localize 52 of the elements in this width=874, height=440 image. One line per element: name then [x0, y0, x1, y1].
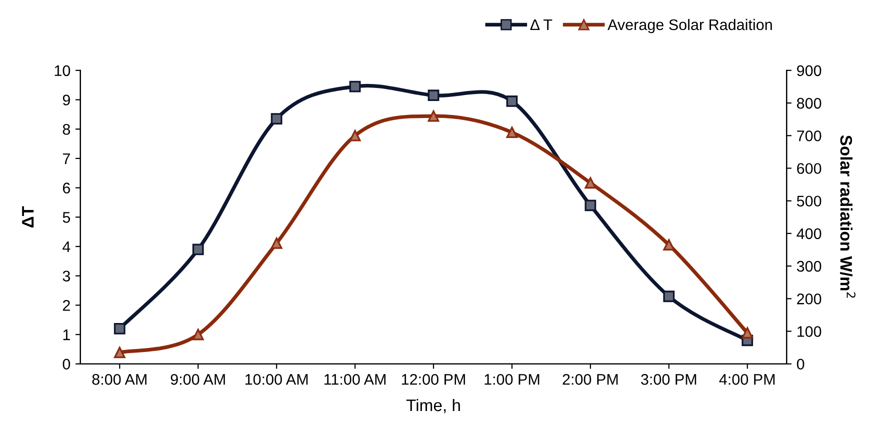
x-tick-label: 8:00 AM [92, 374, 146, 385]
point [506, 96, 518, 107]
point [270, 113, 282, 125]
y-tick-label: 2 [62, 300, 70, 311]
point [349, 80, 361, 92]
y2-tick-label: 100 [797, 326, 822, 337]
point [428, 110, 440, 122]
point [742, 327, 754, 339]
point [192, 244, 204, 256]
y-tick-label: 9 [62, 94, 70, 106]
x-tick-label: 2:00 PM [562, 374, 618, 385]
point [663, 239, 675, 251]
point [584, 177, 596, 189]
x-tick-label: 11:00 AM [324, 374, 386, 385]
x-tick-label: 12:00 PM [402, 374, 465, 385]
point [114, 322, 126, 334]
x-axis-title: Time, h [406, 398, 460, 414]
y2-tick-label: 0 [796, 358, 804, 370]
y-tick-label: 6 [62, 182, 70, 194]
y2-tick-label: 400 [796, 228, 822, 240]
x-tick-label: 10:00 AM [245, 374, 308, 385]
y2-tick-label: 600 [797, 163, 822, 174]
point [584, 200, 596, 212]
legend-label: Average Solar Radaition [608, 18, 772, 34]
point [114, 346, 126, 358]
y-tick-label: 4 [62, 242, 70, 252]
y-tick-label: 5 [62, 212, 70, 223]
y-tick-label: 10 [54, 65, 70, 76]
y2-tick-label: 200 [797, 294, 822, 304]
y-tick-label: 8 [62, 124, 70, 135]
y2-tick-label: 800 [796, 98, 822, 109]
x-tick-label: 9:00 AM [170, 374, 225, 385]
point [349, 130, 361, 142]
y2-tick-label: 300 [796, 260, 822, 272]
point [428, 90, 440, 102]
legend-label: Δ T [530, 19, 552, 30]
y-tick-label: 0 [62, 358, 70, 370]
y-axis-title: ΔT [22, 206, 34, 228]
y-tick-label: 3 [62, 270, 70, 282]
point [270, 238, 282, 249]
y-tick-label: 7 [62, 153, 70, 164]
x-tick-label: 1:00 PM [484, 374, 540, 385]
y2-tick-label: 700 [797, 130, 822, 142]
y2-tick-label: 500 [796, 196, 822, 207]
point [663, 290, 675, 302]
x-tick-label: 3:00 PM [641, 374, 696, 385]
point [506, 126, 518, 138]
point [192, 328, 204, 340]
y-tick-label: 1 [63, 330, 70, 340]
x-tick-label: 4:00 PM [719, 374, 775, 385]
y2-axis-title: Solar radiation W/m$^{2}$ [840, 135, 856, 298]
y2-tick-label: 900 [797, 65, 822, 76]
